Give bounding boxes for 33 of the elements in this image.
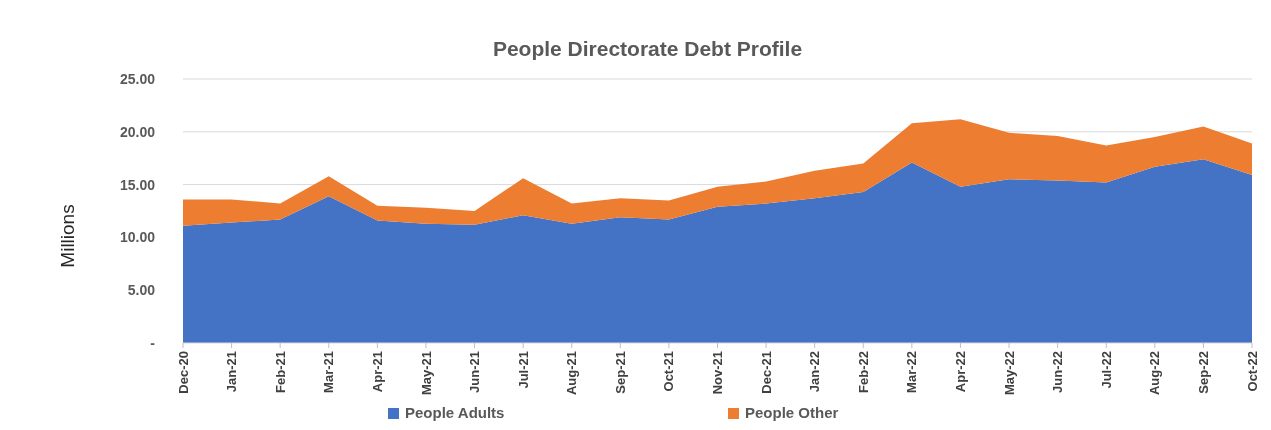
x-tick-label: Sep-22 (1195, 351, 1211, 394)
x-tick-label: Nov-21 (710, 351, 726, 395)
x-tick-label: May-21 (418, 351, 434, 396)
x-tick-label: May-22 (1001, 351, 1017, 396)
legend-label: People Other (745, 404, 839, 421)
x-tick-label: Sep-21 (612, 351, 628, 394)
x-tick-label: Apr-21 (369, 351, 385, 393)
x-tick-label: Mar-22 (904, 351, 920, 393)
x-tick-label: Oct-22 (1244, 351, 1260, 392)
y-tick-label: 5.00 (127, 282, 156, 299)
x-tick-label: Mar-21 (321, 351, 337, 393)
y-tick-label: 25.00 (119, 70, 156, 87)
x-tick-label: Apr-22 (953, 351, 968, 393)
legend-label: People Adults (405, 404, 505, 421)
x-tick-label: Feb-22 (855, 351, 871, 393)
y-tick-label: 20.00 (119, 123, 156, 140)
x-tick-label: Jan-21 (224, 351, 240, 393)
x-tick-label: Aug-21 (564, 351, 580, 396)
y-tick-label: - (150, 334, 156, 351)
x-tick-label: Oct-21 (661, 351, 677, 392)
x-tick-label: Aug-22 (1147, 351, 1163, 396)
y-axis-title: Millions (57, 204, 78, 268)
x-tick-label: Jun-21 (467, 351, 483, 393)
x-tick-label: Feb-21 (272, 351, 288, 393)
x-tick-label: Jun-22 (1050, 351, 1066, 393)
y-tick-label: 10.00 (119, 229, 156, 246)
x-tick-label: Jul-22 (1098, 351, 1114, 389)
x-tick-label: Dec-21 (758, 351, 774, 394)
x-tick-label: Jan-22 (807, 351, 823, 393)
chart-title: People Directorate Debt Profile (492, 37, 803, 60)
y-tick-label: 15.00 (119, 176, 156, 193)
x-tick-label: Jul-21 (515, 351, 531, 389)
x-tick-label: Dec-20 (175, 351, 191, 394)
